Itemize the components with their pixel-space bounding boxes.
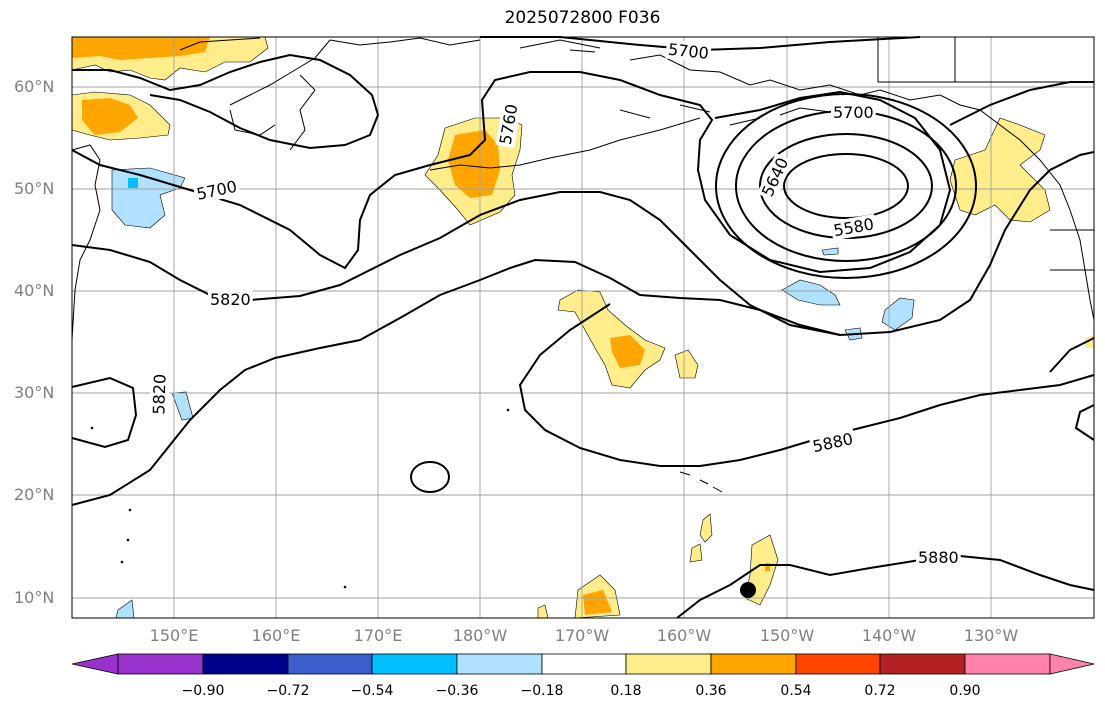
lat-label: 10°N — [14, 588, 55, 607]
colorbar-tick: −0.36 — [435, 683, 479, 699]
colorbar-tick: 0.90 — [949, 683, 981, 699]
colorbar-tick: −0.90 — [181, 683, 225, 699]
colorbar-tick: 0.36 — [695, 683, 727, 699]
colorbar-tick: 0.72 — [864, 683, 896, 699]
coastlines — [71, 37, 1095, 589]
lon-label: 170°E — [353, 626, 403, 645]
colorbar-tick: 0.18 — [610, 683, 642, 699]
contour-label: 5820 — [149, 374, 169, 415]
map-frame — [71, 36, 1095, 619]
contour-label-bg — [665, 39, 712, 64]
lat-label: 50°N — [14, 179, 55, 198]
contour-label-bg — [916, 548, 961, 567]
colorbar-tick: −0.54 — [350, 683, 394, 699]
contour-label-bg — [830, 214, 878, 241]
contour-label-bg — [149, 371, 170, 417]
gridlines — [72, 37, 1094, 618]
contour-label: 5700 — [195, 177, 239, 204]
contour-label: 5820 — [210, 290, 251, 309]
lon-label: 180°W — [452, 626, 508, 645]
lon-label: 130°W — [963, 626, 1019, 645]
height-contours — [71, 36, 1095, 619]
lon-label: 150°W — [759, 626, 815, 645]
contour-label-bg — [495, 100, 522, 149]
contour-label: 5700 — [667, 40, 709, 63]
map-title: 2025072800 F036 — [504, 8, 661, 28]
lon-label: 140°W — [861, 626, 917, 645]
contour-label-bg — [831, 103, 876, 122]
contour-label: 5880 — [811, 429, 855, 456]
contour-label: 5700 — [833, 103, 874, 122]
colorbar-tick: 0.54 — [780, 683, 812, 699]
contour-label-bg — [208, 290, 253, 309]
contour-label-bg — [192, 176, 241, 205]
lat-label: 60°N — [14, 77, 55, 96]
storm-marker — [740, 582, 756, 598]
lon-label: 160°E — [251, 626, 301, 645]
colorbar-tick: −0.18 — [520, 683, 564, 699]
colorbar — [71, 653, 1095, 675]
contour-label: 5880 — [918, 548, 959, 567]
lon-label: 150°E — [149, 626, 199, 645]
colorbar-tick: −0.72 — [266, 683, 310, 699]
lat-label: 40°N — [14, 281, 55, 300]
contour-labels: 5700 5700 5760 5640 5700 5580 5820 5820 … — [149, 39, 961, 567]
lat-label: 30°N — [14, 383, 55, 402]
lon-label: 170°W — [554, 626, 610, 645]
lon-label: 160°W — [656, 626, 712, 645]
lat-label: 20°N — [14, 485, 55, 504]
contour-label-bg — [757, 152, 794, 202]
contour-label-bg — [808, 428, 857, 457]
